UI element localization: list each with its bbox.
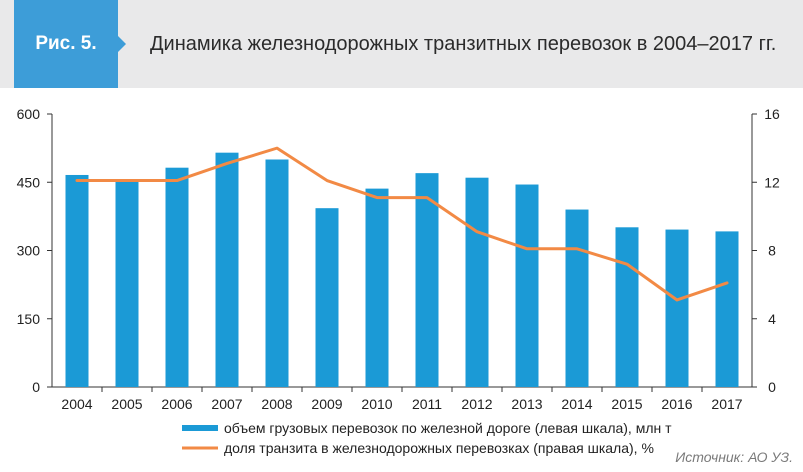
figure-badge: [14, 0, 118, 88]
y-left-tick-label: 0: [32, 379, 40, 395]
bar: [65, 174, 89, 387]
figure-label: Рис. 5.: [35, 33, 97, 54]
source-note: Источник: АО УЗ.: [675, 449, 793, 465]
x-tick-label: 2008: [261, 396, 292, 412]
x-tick-label: 2004: [61, 396, 92, 412]
bar: [215, 152, 239, 387]
bar: [465, 177, 489, 387]
x-tick-label: 2007: [211, 396, 242, 412]
x-tick-label: 2017: [711, 396, 742, 412]
legend-bar-label: объем грузовых перевозок по железной дор…: [224, 420, 672, 436]
bar: [115, 180, 139, 387]
y-left-tick-label: 450: [17, 174, 41, 190]
x-tick-label: 2011: [412, 396, 442, 412]
line-series: [75, 146, 729, 302]
y-left-tick-label: 600: [17, 106, 41, 122]
x-tick-label: 2014: [561, 396, 592, 412]
chart-title: Динамика железнодорожных транзитных пере…: [150, 32, 777, 55]
bar: [315, 208, 339, 387]
bar: [615, 227, 639, 387]
y-left-tick-label: 300: [17, 243, 41, 259]
legend-line-label: доля транзита в железнодорожных перевозк…: [224, 440, 654, 456]
x-tick-label: 2012: [461, 396, 492, 412]
chart-header: [0, 0, 803, 88]
bar: [715, 231, 739, 387]
x-tick-label: 2009: [311, 396, 342, 412]
chart-area: 0 150 300 450 600 0 4 8 12 16 2004 2005 2006 2007 2008…: [17, 106, 780, 456]
x-tick-label: 2006: [161, 396, 192, 412]
x-tick-label: 2013: [511, 396, 542, 412]
figure-badge-arrow: [118, 36, 126, 52]
bar: [515, 184, 539, 387]
bar: [165, 167, 189, 387]
bar: [415, 173, 439, 387]
bar: [365, 188, 389, 387]
y-right-tick-label: 0: [768, 379, 776, 395]
x-tick-label: 2010: [361, 396, 392, 412]
y-right-tick-label: 16: [764, 106, 780, 122]
x-tick-label: 2005: [111, 396, 142, 412]
x-tick-label: 2016: [661, 396, 692, 412]
bar: [665, 229, 689, 387]
bar: [265, 159, 289, 387]
y-right-tick-label: 4: [768, 311, 776, 327]
y-right-tick-label: 12: [764, 174, 780, 190]
y-left-tick-label: 150: [17, 311, 41, 327]
y-right-tick-label: 8: [768, 243, 776, 259]
x-tick-label: 2015: [611, 396, 642, 412]
bar: [565, 209, 589, 387]
